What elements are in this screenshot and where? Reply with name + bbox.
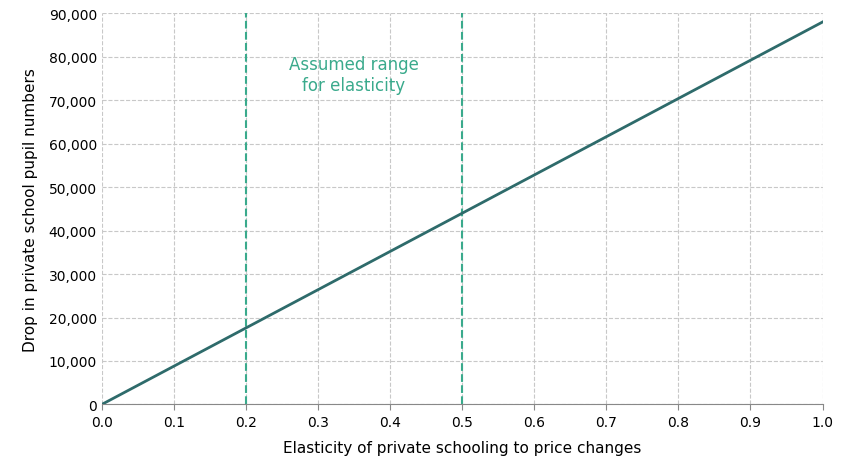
Text: Assumed range
for elasticity: Assumed range for elasticity bbox=[289, 56, 419, 94]
Y-axis label: Drop in private school pupil numbers: Drop in private school pupil numbers bbox=[23, 68, 37, 351]
X-axis label: Elasticity of private schooling to price changes: Elasticity of private schooling to price… bbox=[283, 440, 641, 455]
